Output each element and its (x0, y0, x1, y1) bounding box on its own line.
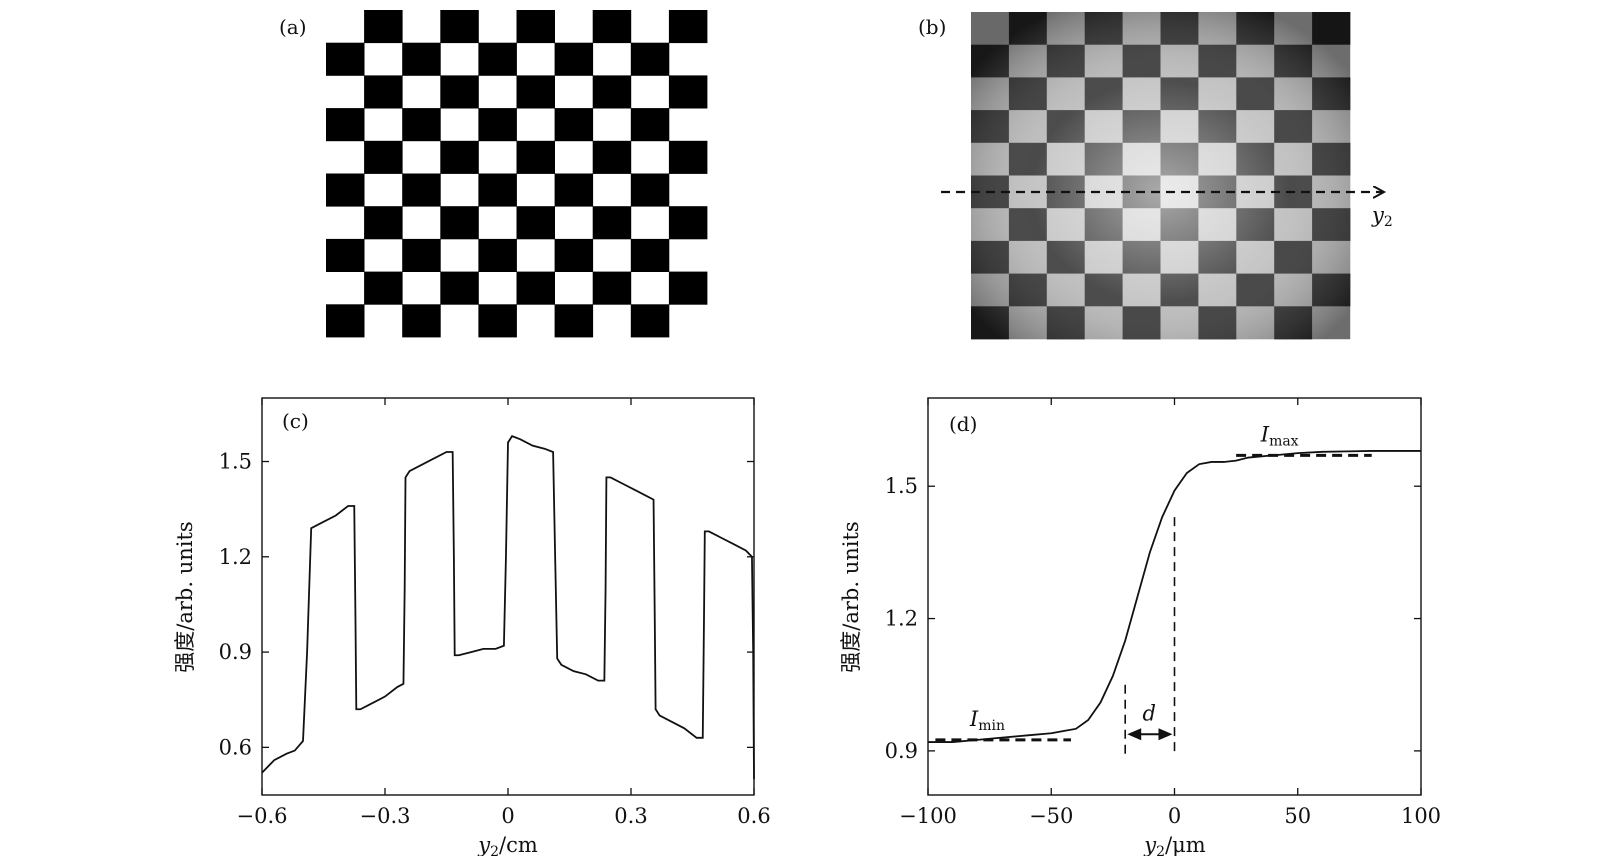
board-a-cell (478, 42, 517, 76)
y-tick-label: 1.2 (219, 545, 252, 569)
board-a-cell (326, 238, 365, 272)
board-a-cell (326, 42, 365, 76)
board-a-cell (668, 75, 708, 109)
board-a-cell (478, 108, 517, 142)
board-a-cell (402, 173, 441, 207)
board-a-cell (402, 42, 441, 76)
board-a-cell (402, 108, 441, 142)
imax-label: Imax (1260, 422, 1299, 449)
board-a-cell (516, 10, 555, 44)
board-a-cell (478, 173, 517, 207)
panel-d-edge-chart: (d) −100 −50 0 50 100 0.9 1.2 1.5 Imax Imin d y… (839, 397, 1441, 856)
x-axis-label-d: y2/μm (1143, 833, 1206, 856)
board-a-cell (440, 75, 479, 109)
binary-checkerboard (326, 10, 708, 338)
axis-ticks-c: −0.6 −0.3 0 0.3 0.6 0.6 0.9 1.2 1.5 (219, 398, 771, 828)
board-a-cell (630, 108, 670, 142)
board-a-cell (326, 108, 365, 142)
x-tick-label: 50 (1284, 804, 1311, 828)
x-tick-label: 0 (1168, 804, 1181, 828)
board-a-cell (364, 140, 403, 174)
axis-ticks-d: −100 −50 0 50 100 0.9 1.2 1.5 (885, 398, 1441, 828)
y-tick-label: 0.9 (219, 640, 252, 664)
panel-b-reconstruction: (b) y2 (918, 12, 1393, 340)
y-axis-label-c: 强度/arb. units (173, 521, 197, 672)
board-a-cell (668, 140, 708, 174)
y-tick-label: 0.6 (219, 735, 252, 759)
brightness-vignette (971, 12, 1350, 339)
d-label: d (1142, 701, 1155, 725)
x-tick-label: −100 (899, 804, 957, 828)
board-a-cell (402, 304, 441, 338)
board-a-cell (554, 173, 594, 207)
board-a-cell (554, 304, 594, 338)
board-a-cell (554, 42, 594, 76)
x-tick-label: −50 (1029, 804, 1073, 828)
board-a-cell (402, 238, 441, 272)
board-a-cell (440, 10, 479, 44)
board-a-cell (326, 304, 365, 338)
x-tick-label: 0.3 (614, 804, 647, 828)
board-a-cell (516, 206, 555, 240)
x-axis-label-c: y2/cm (477, 833, 538, 856)
x-tick-label: 0 (501, 804, 514, 828)
scan-axis-label: y2 (1371, 203, 1393, 230)
board-a-cell (440, 140, 479, 174)
board-a-cell (364, 75, 403, 109)
board-a-cell (364, 271, 403, 305)
panel-d-label: (d) (949, 412, 977, 436)
x-tick-label: 100 (1401, 804, 1441, 828)
board-a-cell (478, 238, 517, 272)
x-tick-label: −0.3 (360, 804, 411, 828)
board-a-cell (516, 75, 555, 109)
board-a-cell (592, 271, 632, 305)
d-arrowheads (1127, 728, 1173, 741)
board-a-cell (592, 10, 632, 44)
y-axis-label-d: 强度/arb. units (839, 521, 863, 672)
board-a-cell (326, 173, 365, 207)
series-line-d (928, 450, 1421, 743)
panel-a-checkerboard: (a) (279, 10, 708, 338)
board-a-cell (554, 238, 594, 272)
board-a-cell (478, 304, 517, 338)
board-a-cell (440, 206, 479, 240)
board-a-cell (592, 75, 632, 109)
x-tick-label: −0.6 (237, 804, 288, 828)
panel-c-intensity-chart: (c) −0.6 −0.3 0 0.3 0.6 0.6 0.9 1.2 1.5 y2/cm 强度… (173, 397, 771, 856)
panel-a-label: (a) (279, 15, 307, 39)
board-a-cell (440, 271, 479, 305)
panel-b-label: (b) (918, 15, 946, 39)
board-a-cell (630, 304, 670, 338)
imin-label: Imin (969, 707, 1005, 734)
panel-c-label: (c) (282, 409, 309, 433)
board-a-cell (630, 42, 670, 76)
x-tick-label: 0.6 (737, 804, 770, 828)
y-tick-label: 1.5 (885, 474, 918, 498)
y-tick-label: 1.2 (885, 607, 918, 631)
y-tick-label: 1.5 (219, 450, 252, 474)
board-a-cell (592, 206, 632, 240)
board-a-cell (364, 10, 403, 44)
board-a-cell (516, 140, 555, 174)
board-a-cell (516, 271, 555, 305)
board-a-cell (668, 271, 708, 305)
board-a-cell (668, 10, 708, 44)
board-a-cell (630, 238, 670, 272)
y-tick-label: 0.9 (885, 739, 918, 763)
board-a-cell (630, 173, 670, 207)
board-a-cell (554, 108, 594, 142)
board-a-cell (668, 206, 708, 240)
series-line-c (261, 435, 755, 780)
board-a-cell (364, 206, 403, 240)
board-a-cell (592, 140, 632, 174)
